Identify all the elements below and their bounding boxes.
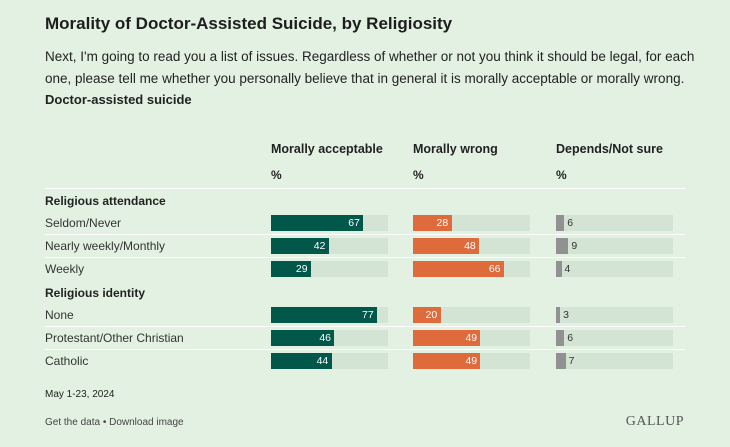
row-label: Catholic [45,354,89,368]
bar-track: 67 [271,215,388,231]
bar [413,353,481,369]
bar [556,307,561,323]
column-unit: % [271,168,282,182]
bar [271,215,364,231]
value-label: 7 [568,355,575,367]
bar-track: 66 [413,261,530,277]
value-label: 9 [571,240,578,252]
value-label: 42 [313,240,326,252]
get-data-link[interactable]: Get the data [45,417,101,428]
bar [271,307,377,323]
bar-track: 48 [413,238,530,254]
value-label: 28 [436,217,449,229]
survey-date: May 1-23, 2024 [45,389,115,400]
row-label: None [45,308,74,322]
question-item: Doctor-assisted suicide [45,92,192,107]
bar-track: 49 [413,330,530,346]
bar-track: 6 [556,330,673,346]
gallup-logo: GALLUP [625,414,684,429]
separator: • [100,417,110,428]
bar-track: 42 [271,238,388,254]
bar [556,261,562,277]
bar [271,330,335,346]
group-label: Religious identity [45,286,146,300]
row-label: Weekly [45,262,85,276]
bar-track: 29 [271,261,388,277]
value-label: 46 [319,332,331,344]
value-label: 3 [563,309,569,321]
divider [45,326,685,327]
divider [45,257,685,258]
bar-track: 3 [556,307,673,323]
value-label: 66 [488,263,501,275]
bar [271,261,311,277]
bar-track: 6 [556,215,673,231]
value-label: 6 [567,332,574,344]
column-header: Depends/Not sure [556,142,663,156]
value-label: 49 [465,332,478,344]
bar [556,215,565,231]
bar [413,261,504,277]
bar [556,353,566,369]
column-unit: % [556,168,567,182]
footer-links: Get the data • Download image [45,417,184,428]
divider [45,234,685,235]
bar-track: 7 [556,353,673,369]
bar-track: 20 [413,307,530,323]
bar-track: 44 [271,353,388,369]
bar [413,330,481,346]
bar-track: 77 [271,307,388,323]
value-label: 67 [348,217,360,229]
value-label: 6 [567,217,574,229]
value-label: 4 [564,263,571,275]
row-label: Protestant/Other Christian [45,331,184,345]
bar-track: 49 [413,353,530,369]
value-label: 20 [425,309,438,321]
chart-title: Morality of Doctor-Assisted Suicide, by … [45,14,453,33]
bar [413,307,441,323]
bar [271,353,332,369]
bar [413,238,480,254]
bar [413,215,452,231]
bar-track: 46 [271,330,388,346]
divider [45,349,685,350]
bar-track: 28 [413,215,530,231]
download-image-link[interactable]: Download image [109,417,184,428]
bar-track: 4 [556,261,673,277]
column-header: Morally wrong [413,142,498,156]
column-header: Morally acceptable [271,142,383,156]
bar-track: 9 [556,238,673,254]
value-label: 29 [295,263,308,275]
column-unit: % [413,168,424,182]
divider [45,188,685,189]
chart-subtitle: Next, I'm going to read you a list of is… [45,49,695,86]
row-label: Nearly weekly/Monthly [45,239,166,253]
group-label: Religious attendance [45,194,166,208]
bar [556,330,565,346]
bar [271,238,329,254]
value-label: 48 [464,240,476,252]
value-label: 49 [465,355,478,367]
row-label: Seldom/Never [45,216,122,230]
bar [556,238,569,254]
value-label: 44 [316,355,329,367]
value-label: 77 [361,309,374,321]
